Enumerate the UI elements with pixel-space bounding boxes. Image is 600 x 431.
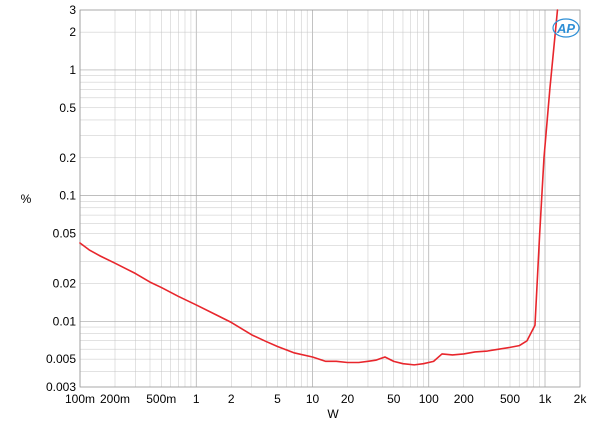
- ap-logo: AP: [552, 18, 580, 38]
- x-tick-label: 200: [454, 392, 474, 406]
- y-tick-label: 2: [69, 25, 76, 39]
- y-tick-label: 1: [69, 63, 76, 77]
- x-tick-label: 100: [419, 392, 439, 406]
- y-tick-label: 0.02: [53, 276, 77, 290]
- y-tick-label: 0.5: [59, 101, 76, 115]
- y-tick-label: 0.05: [53, 226, 77, 240]
- y-tick-label: 0.005: [46, 352, 76, 366]
- y-tick-label: 0.2: [59, 151, 76, 165]
- x-tick-label: 100m: [65, 392, 95, 406]
- x-tick-label: 2: [228, 392, 235, 406]
- x-tick-label: 2k: [574, 392, 588, 406]
- y-tick-label: 0.003: [46, 380, 76, 394]
- x-tick-label: 500m: [146, 392, 176, 406]
- x-tick-label: 1: [193, 392, 200, 406]
- y-tick-label: 0.01: [53, 314, 77, 328]
- x-tick-labels: 100m 200m 500m 1 2 5 10 20 50 100 200 500 1k 2k: [65, 392, 587, 406]
- x-tick-label: 1k: [539, 392, 553, 406]
- y-axis-label: %: [21, 192, 32, 206]
- x-tick-label: 200m: [100, 392, 130, 406]
- logo-text: AP: [556, 21, 575, 36]
- y-tick-label: 3: [69, 3, 76, 17]
- y-tick-label: 0.1: [59, 189, 76, 203]
- x-tick-label: 5: [274, 392, 281, 406]
- plot-frame: [79, 9, 581, 388]
- y-tick-labels: 0.003 0.005 0.01 0.02 0.05 0.1 0.2 0.5 1 2 3: [46, 3, 76, 394]
- series-layer: [79, 9, 559, 366]
- x-tick-label: 10: [306, 392, 320, 406]
- x-tick-label: 20: [341, 392, 355, 406]
- x-tick-label: 500: [500, 392, 520, 406]
- grid-lines: [79, 9, 581, 388]
- logo-ring-icon: [552, 18, 580, 38]
- x-tick-label: 50: [387, 392, 401, 406]
- x-axis-label: W: [327, 407, 339, 421]
- series-line: [79, 9, 559, 366]
